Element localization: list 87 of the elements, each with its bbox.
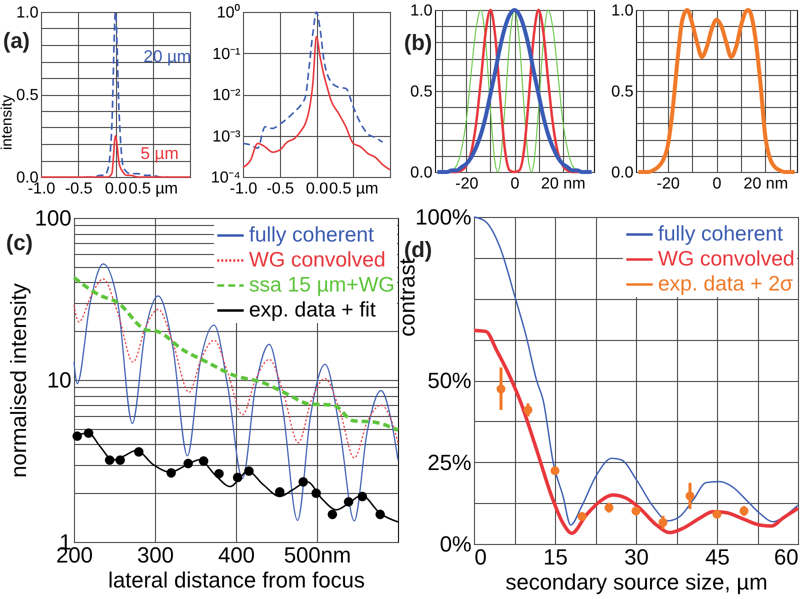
point — [274, 487, 284, 497]
y-tick-label: 10⁻¹ — [212, 46, 240, 63]
y-tick-label: 50% — [427, 368, 472, 393]
point — [298, 477, 308, 487]
series-label: 5 µm — [140, 144, 179, 163]
point — [134, 447, 144, 457]
x-tick-label: 15 — [543, 544, 568, 570]
x-tick-label: 0.0 — [306, 180, 328, 198]
point — [496, 384, 506, 394]
point — [166, 468, 176, 478]
legend-label: exp. data + 2σ — [658, 272, 794, 296]
y-tick-label: 10⁻² — [212, 87, 242, 104]
point — [198, 456, 208, 466]
x-tick-label: 500nm — [284, 542, 352, 568]
x-tick-label: 20 nm — [744, 176, 788, 192]
point — [104, 455, 114, 465]
point — [740, 506, 748, 516]
legend-label: ssa 15 µm+WG — [249, 274, 395, 296]
point — [524, 405, 532, 414]
y-tick-label: 0.5 — [611, 84, 634, 100]
x-axis-title: secondary source size, µm — [505, 570, 768, 594]
x-tick-label: 0 — [474, 544, 487, 570]
x-tick-label: 60 — [774, 544, 798, 570]
x-axis-title: lateral distance from focus — [108, 568, 365, 592]
point — [311, 488, 321, 498]
y-axis-title: intensity — [0, 94, 16, 150]
point — [344, 497, 354, 507]
point — [686, 491, 694, 500]
y-tick-label: 100% — [415, 204, 472, 230]
y-tick-label: 100 — [34, 206, 72, 230]
y-tick-label: 0.5 — [16, 87, 39, 104]
point — [84, 428, 94, 438]
y-tick-label: 10⁰ — [216, 4, 240, 22]
point — [375, 510, 385, 520]
y-tick-label: 1.0 — [410, 2, 433, 20]
line-series — [472, 328, 800, 535]
y-tick-label: 0.0 — [611, 164, 634, 182]
point — [183, 458, 193, 468]
text: (b) — [404, 30, 432, 55]
x-tick-label: 300 — [137, 542, 174, 568]
x-tick-label: 400 — [218, 542, 255, 568]
y-tick-label: 0.5 — [410, 84, 433, 100]
legend-label: exp. data + fit — [249, 298, 376, 322]
point — [358, 492, 368, 502]
line-series — [72, 276, 400, 432]
text: (a) — [3, 28, 30, 53]
line-series — [73, 278, 399, 459]
line-series — [242, 36, 391, 171]
x-tick-label: 0.5 µm — [128, 180, 178, 198]
y-tick-label: 10⁻³ — [212, 128, 242, 146]
x-tick-label: -20 — [656, 176, 680, 192]
x-tick-label: 45 — [705, 544, 730, 570]
x-tick-label: -20 — [455, 176, 478, 192]
x-tick-label: 0.0 — [104, 180, 128, 198]
point — [72, 431, 82, 441]
x-tick-label: 0 — [712, 176, 722, 192]
point — [604, 503, 614, 512]
point — [244, 466, 254, 476]
legend-label: fully coherent — [249, 224, 374, 246]
x-tick-label: 0 — [510, 176, 520, 192]
point — [712, 510, 722, 519]
point — [328, 510, 338, 520]
y-tick-label: 1.0 — [16, 4, 39, 22]
x-tick-label: -0.5 — [266, 180, 294, 198]
point — [658, 518, 668, 527]
point — [214, 468, 224, 478]
y-tick-label: 0.0 — [410, 164, 433, 182]
legend-label: WG convolved — [249, 248, 386, 272]
point — [632, 506, 640, 516]
x-tick-label: 30 — [624, 544, 649, 570]
legend-label: fully coherent — [658, 222, 784, 246]
point — [578, 512, 586, 521]
x-tick-label: 20 nm — [540, 176, 586, 192]
y-tick-label: 25% — [427, 450, 472, 475]
x-tick-label: 0.5 µm — [329, 180, 378, 198]
y-tick-label: 10 — [47, 368, 72, 392]
line-series — [242, 11, 384, 149]
point — [232, 472, 242, 482]
y-tick-label: 1.0 — [611, 2, 634, 20]
point — [550, 466, 560, 476]
x-tick-label: -0.5 — [64, 180, 93, 198]
line-series — [636, 8, 797, 174]
y-axis-title: normalised intensity — [6, 283, 31, 478]
text: (c) — [6, 230, 33, 255]
y-tick-label: 0% — [440, 532, 472, 556]
legend-label: WG convolved — [658, 248, 795, 270]
point — [115, 455, 125, 465]
